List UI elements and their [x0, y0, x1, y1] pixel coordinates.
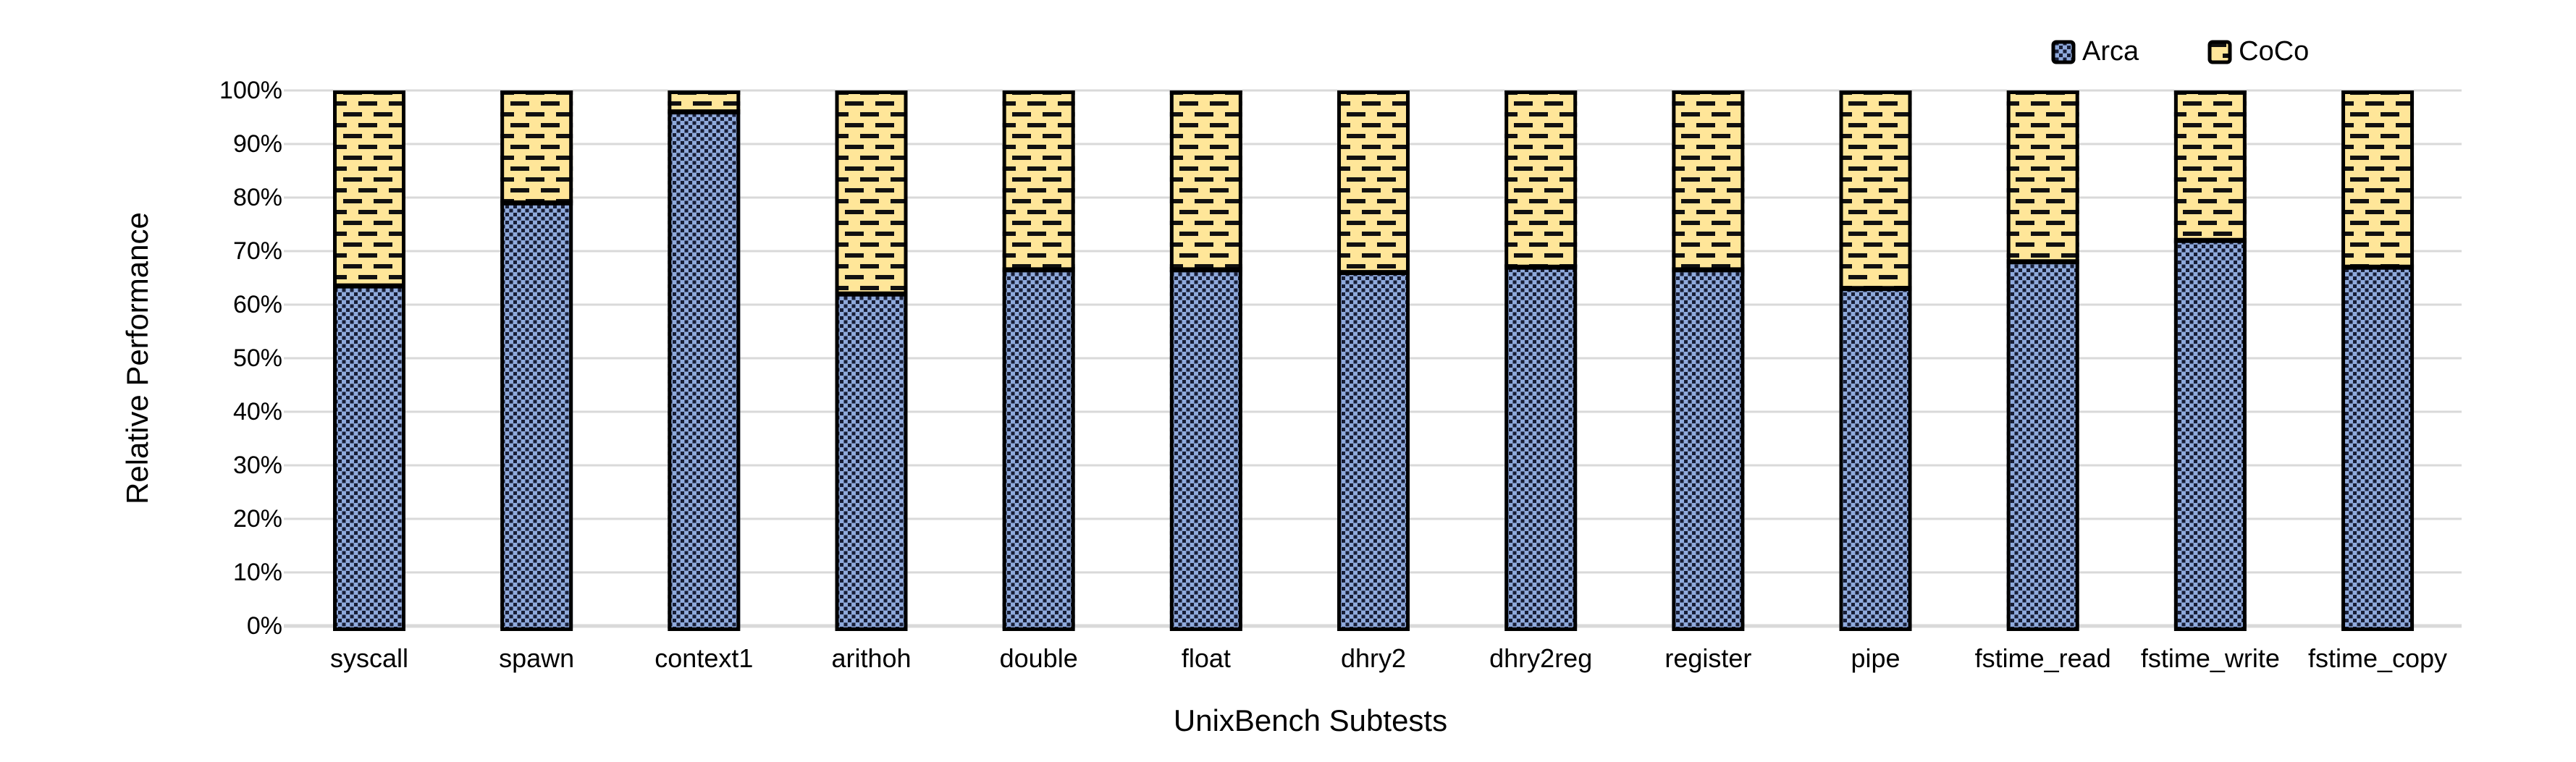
y-tick-label-90%: 90%: [232, 130, 282, 158]
bar-border-fstime_write: [2173, 90, 2247, 631]
x-category-label-context1: context1: [654, 643, 754, 673]
bar-border-fstime_copy: [2341, 90, 2415, 631]
bar-segment-arca-context1: [668, 111, 741, 630]
bar-segment-coco-fstime_copy: [2341, 90, 2415, 268]
x-category-label-arithoh: arithoh: [831, 643, 912, 673]
bar-float: [1169, 90, 1242, 631]
bar-segment-coco-fstime_write: [2173, 90, 2247, 241]
coco-hatch-swatch-icon: [2207, 40, 2232, 64]
x-category-label-syscall: syscall: [329, 643, 409, 673]
bar-border-register: [1672, 90, 1745, 631]
bars: [333, 90, 2415, 631]
bar-border-spawn: [500, 90, 573, 631]
bar-border-syscall: [333, 90, 405, 631]
y-tick-label-50%: 50%: [232, 344, 282, 372]
bar-segment-coco-pipe: [1839, 90, 1912, 289]
legend-item-coco: CoCo: [2207, 36, 2309, 67]
y-tick-label-60%: 60%: [232, 291, 282, 318]
bar-border-dhry2: [1337, 90, 1410, 631]
bar-fstime_read: [2006, 90, 2079, 631]
bar-segment-arca-syscall: [333, 286, 405, 629]
y-tick-label-70%: 70%: [232, 237, 282, 265]
bar-segment-coco-dhry2: [1337, 90, 1410, 273]
bar-border-double: [1002, 90, 1075, 631]
bar-border-arithoh: [835, 90, 908, 631]
y-tick-label-40%: 40%: [232, 398, 282, 426]
bar-register: [1672, 90, 1745, 631]
x-axis-title: UnixBench Subtests: [1173, 703, 1448, 737]
bar-double: [1002, 90, 1075, 631]
bar-segment-arca-fstime_copy: [2341, 267, 2415, 629]
x-category-label-spawn: spawn: [499, 643, 575, 673]
y-tick-label-20%: 20%: [232, 505, 282, 533]
y-tick-label-100%: 100%: [219, 77, 282, 104]
bar-border-fstime_read: [2006, 90, 2079, 631]
bar-context1: [668, 90, 741, 631]
bar-segment-arca-register: [1672, 269, 1745, 629]
bar-syscall: [333, 90, 405, 631]
arca-hatch-swatch-icon: [2051, 40, 2076, 64]
bar-segment-coco-double: [1002, 90, 1075, 270]
bar-segment-arca-arithoh: [835, 294, 908, 629]
y-tick-label-30%: 30%: [232, 452, 282, 479]
x-category-label-dhry2: dhry2: [1340, 643, 1407, 673]
bar-fstime_write: [2173, 90, 2247, 631]
bar-segment-coco-float: [1169, 90, 1242, 270]
bar-segment-coco-arithoh: [835, 90, 908, 295]
x-category-label-register: register: [1664, 643, 1752, 673]
bar-border-pipe: [1839, 90, 1912, 631]
bar-dhry2: [1337, 90, 1410, 631]
legend: Arca CoCo: [2051, 36, 2309, 67]
y-tick-label-10%: 10%: [232, 559, 282, 586]
plot-area: [284, 89, 2462, 631]
bar-segment-arca-dhry2reg: [1504, 267, 1578, 629]
y-axis-title: Relative Performance: [120, 212, 154, 504]
bar-segment-arca-pipe: [1839, 288, 1912, 629]
x-category-label-pipe: pipe: [1851, 643, 1901, 673]
legend-label-arca: Arca: [2082, 36, 2139, 67]
bar-segment-arca-fstime_read: [2006, 261, 2079, 629]
x-category-label-fstime_write: fstime_write: [2140, 643, 2280, 673]
bar-arithoh: [835, 90, 908, 631]
bar-border-float: [1169, 90, 1242, 631]
bar-border-dhry2reg: [1504, 90, 1578, 631]
bar-spawn: [500, 90, 573, 631]
bar-segment-coco-fstime_read: [2006, 90, 2079, 262]
bar-pipe: [1839, 90, 1912, 631]
bar-segment-arca-spawn: [500, 203, 573, 629]
x-category-label-fstime_copy: fstime_copy: [2307, 643, 2448, 673]
x-category-label-dhry2reg: dhry2reg: [1489, 643, 1593, 673]
bar-segment-arca-fstime_write: [2173, 240, 2247, 629]
legend-item-arca: Arca: [2051, 36, 2139, 67]
x-category-label-double: double: [999, 643, 1078, 673]
y-tick-label-0%: 0%: [246, 612, 282, 640]
bar-segment-coco-spawn: [500, 90, 573, 203]
bar-segment-arca-float: [1169, 269, 1242, 629]
x-category-label-float: float: [1181, 643, 1231, 673]
bar-segment-arca-double: [1002, 269, 1075, 629]
x-category-label-fstime_read: fstime_read: [1974, 643, 2111, 673]
y-tick-label-80%: 80%: [232, 184, 282, 211]
legend-label-coco: CoCo: [2239, 36, 2310, 67]
bar-segment-coco-syscall: [333, 90, 405, 287]
bar-segment-coco-dhry2reg: [1504, 90, 1578, 268]
bar-segment-coco-register: [1672, 90, 1745, 270]
bar-fstime_copy: [2341, 90, 2415, 631]
bar-dhry2reg: [1504, 90, 1578, 631]
bar-border-context1: [668, 90, 741, 631]
bar-segment-arca-dhry2: [1337, 272, 1410, 629]
